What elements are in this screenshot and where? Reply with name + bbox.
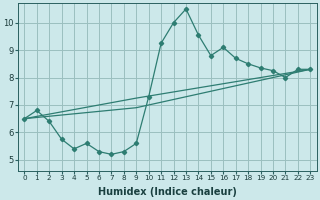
X-axis label: Humidex (Indice chaleur): Humidex (Indice chaleur)	[98, 187, 237, 197]
